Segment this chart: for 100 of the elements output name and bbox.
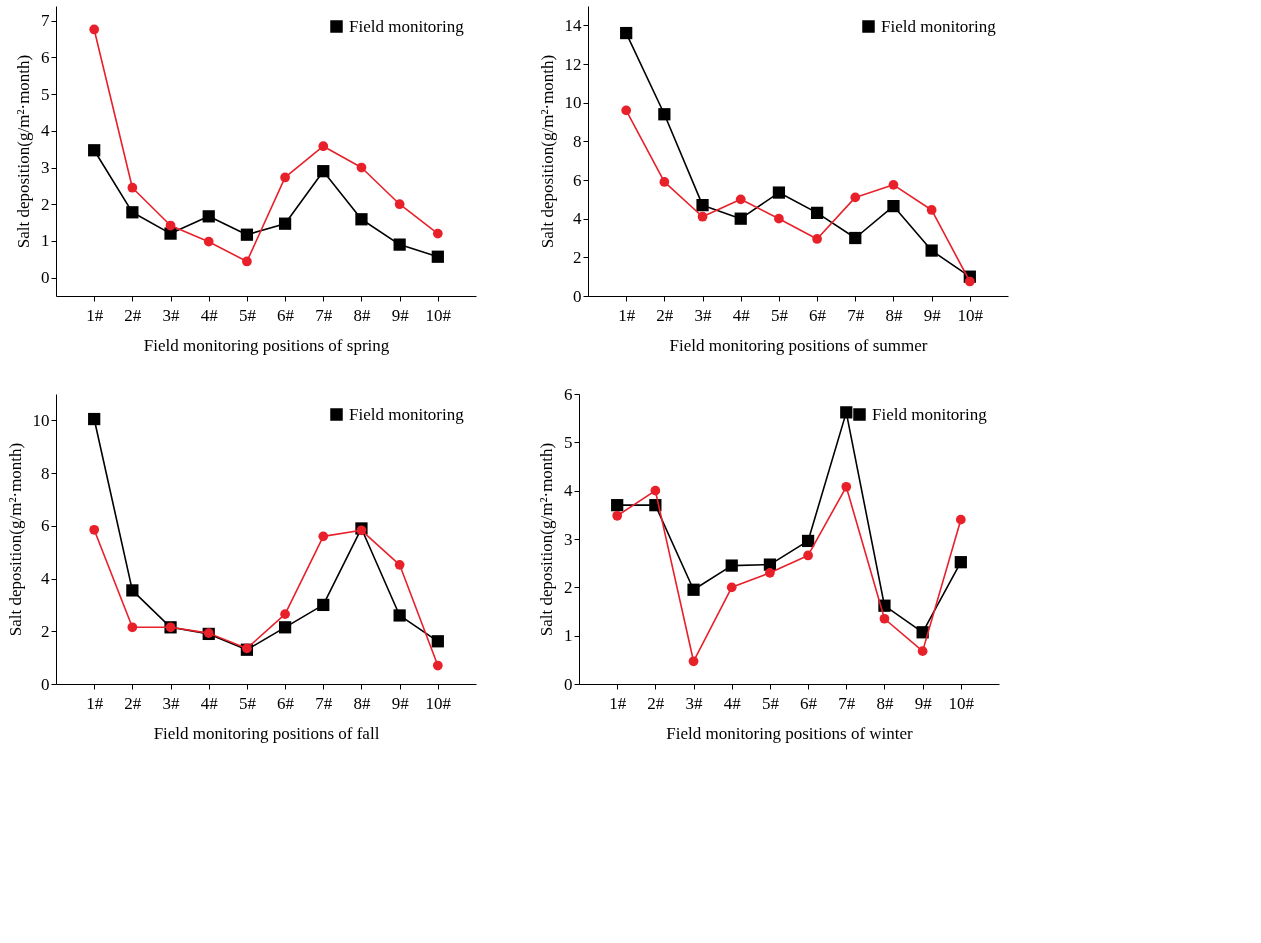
x-tick-label: 9# <box>391 305 410 325</box>
y-tick-label: 0 <box>41 674 50 694</box>
x-tick-label: 3# <box>694 305 713 325</box>
x-tick-label: 8# <box>353 693 371 713</box>
y-tick-label: 4 <box>564 481 573 501</box>
point <box>280 172 290 183</box>
point <box>317 598 330 612</box>
point <box>88 144 101 157</box>
point <box>126 206 139 219</box>
point <box>735 194 746 205</box>
point <box>203 236 214 247</box>
x-tick-label: 7# <box>315 305 333 325</box>
point <box>887 199 900 213</box>
y-tick-label: 10 <box>32 410 50 430</box>
x-tick-label: 2# <box>647 693 665 713</box>
x-tick-label: 1# <box>618 305 636 325</box>
legend-label: Field monitoring <box>872 404 988 424</box>
x-tick-label: 4# <box>200 693 219 713</box>
x-tick-label: 5# <box>770 305 789 325</box>
y-tick-label: 8 <box>41 463 50 483</box>
x-tick-label: 9# <box>391 693 410 713</box>
y-tick-label: 4 <box>41 569 50 589</box>
point <box>888 179 899 190</box>
point <box>726 582 737 593</box>
x-tick-label: 6# <box>277 693 295 713</box>
y-tick-label: 6 <box>564 384 573 404</box>
x-tick-label: 5# <box>238 693 257 713</box>
point <box>840 406 853 419</box>
x-tick-label: 2# <box>124 305 142 325</box>
point <box>280 609 290 619</box>
point <box>432 228 443 239</box>
x-tick-label: 8# <box>353 305 371 325</box>
point <box>89 24 100 35</box>
x-tick-label: 10# <box>957 305 984 325</box>
x-tick-label: 5# <box>761 693 780 713</box>
point <box>765 567 775 578</box>
point <box>127 622 138 633</box>
point <box>925 244 938 257</box>
x-tick-label: 9# <box>923 305 942 325</box>
x-tick-label: 10# <box>425 693 452 713</box>
point <box>725 559 738 572</box>
point <box>278 621 292 634</box>
point <box>697 211 708 222</box>
x-tick-label: 10# <box>948 693 975 713</box>
x-tick-label: 1# <box>86 693 104 713</box>
point <box>612 510 623 521</box>
point <box>394 559 405 570</box>
point <box>318 141 329 152</box>
point <box>801 534 815 548</box>
point <box>318 531 329 542</box>
point <box>431 250 444 263</box>
point <box>278 217 292 230</box>
point <box>356 162 367 173</box>
point <box>89 524 100 535</box>
x-axis-title: Field monitoring positions of summer <box>669 335 928 355</box>
y-tick-label: 2 <box>41 621 50 641</box>
y-tick-label: 3 <box>41 158 50 178</box>
point <box>394 199 405 210</box>
y-tick-label: 1 <box>41 231 50 251</box>
x-axis-title: Field monitoring positions of fall <box>153 723 380 743</box>
x-tick-label: 1# <box>86 305 104 325</box>
x-axis-title: Field monitoring positions of spring <box>143 335 390 355</box>
y-axis-title: Salt deposition(g/m²·month) <box>537 54 557 249</box>
x-tick-label: 4# <box>732 305 751 325</box>
x-tick-label: 7# <box>838 693 856 713</box>
x-tick-label: 9# <box>914 693 933 713</box>
point <box>812 234 822 244</box>
point <box>393 238 406 251</box>
point <box>659 177 670 187</box>
y-tick-label: 0 <box>564 674 573 694</box>
point <box>393 609 406 622</box>
point <box>803 550 813 561</box>
point <box>687 583 700 596</box>
y-tick-label: 5 <box>41 84 50 104</box>
y-tick-label: 6 <box>573 170 582 190</box>
x-tick-label: 6# <box>800 693 818 713</box>
x-tick-label: 6# <box>809 305 827 325</box>
y-tick-label: 14 <box>564 15 582 35</box>
point <box>88 412 101 426</box>
y-axis-title: Salt deposition(g/m²·month) <box>537 442 556 637</box>
point <box>650 485 661 496</box>
point <box>879 613 890 624</box>
point <box>810 206 824 219</box>
point <box>688 656 699 667</box>
point <box>849 231 862 245</box>
y-tick-label: 7 <box>41 11 50 31</box>
x-tick-label: 4# <box>200 305 219 325</box>
x-tick-label: 6# <box>277 305 295 325</box>
x-tick-label: 8# <box>876 693 894 713</box>
y-axis-title: Salt deposition(g/m²·month) <box>14 54 33 249</box>
y-tick-label: 5 <box>564 432 573 452</box>
point <box>355 213 368 226</box>
x-axis-title: Field monitoring positions of winter <box>666 723 914 743</box>
x-tick-label: 10# <box>425 305 452 325</box>
y-tick-label: 0 <box>41 268 50 288</box>
y-tick-label: 2 <box>564 577 573 597</box>
y-tick-label: 4 <box>41 121 50 141</box>
point <box>165 220 176 231</box>
x-tick-label: 3# <box>685 693 704 713</box>
point <box>658 108 671 121</box>
